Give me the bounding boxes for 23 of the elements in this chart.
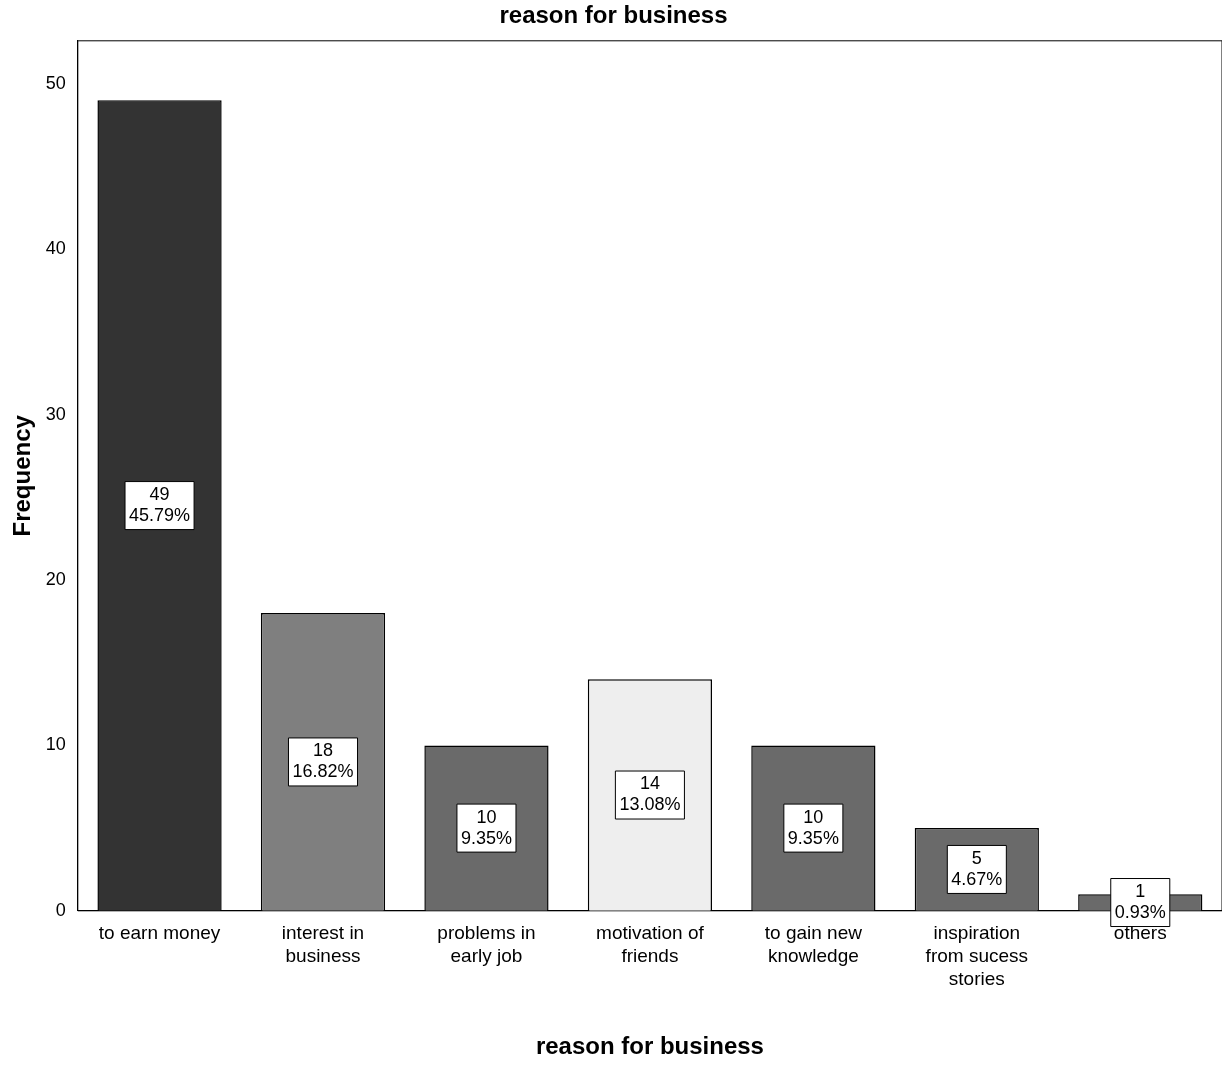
data-label: 1 0.93% <box>1114 881 1166 922</box>
data-label: 49 45.79% <box>129 484 191 526</box>
x-tick-label: to gain new knowledge <box>764 922 863 967</box>
data-label: 10 9.35% <box>787 806 839 848</box>
y-tick-label: 50 <box>45 72 66 93</box>
x-tick-label: motivation of friends <box>596 922 705 967</box>
x-tick-label: interest in business <box>281 922 365 967</box>
x-tick-label: others <box>1113 922 1167 944</box>
y-tick-label: 10 <box>45 734 66 755</box>
y-tick-label: 30 <box>45 403 66 424</box>
x-tick-label: inspiration from sucess stories <box>925 922 1029 990</box>
data-label: 5 4.67% <box>951 847 1003 889</box>
x-axis-title: reason for business <box>535 1032 764 1060</box>
y-tick-label: 40 <box>45 238 66 259</box>
y-tick-label: 0 <box>55 899 66 920</box>
x-tick-label: problems in early job <box>437 922 536 967</box>
data-label: 18 16.82% <box>292 740 354 782</box>
data-label: 10 9.35% <box>460 806 512 848</box>
data-label: 14 13.08% <box>619 773 681 815</box>
chart-title: reason for business <box>499 1 728 29</box>
y-tick-label: 20 <box>45 568 66 589</box>
x-tick-label: to earn money <box>98 922 221 944</box>
y-axis-title: Frequency <box>8 414 36 537</box>
